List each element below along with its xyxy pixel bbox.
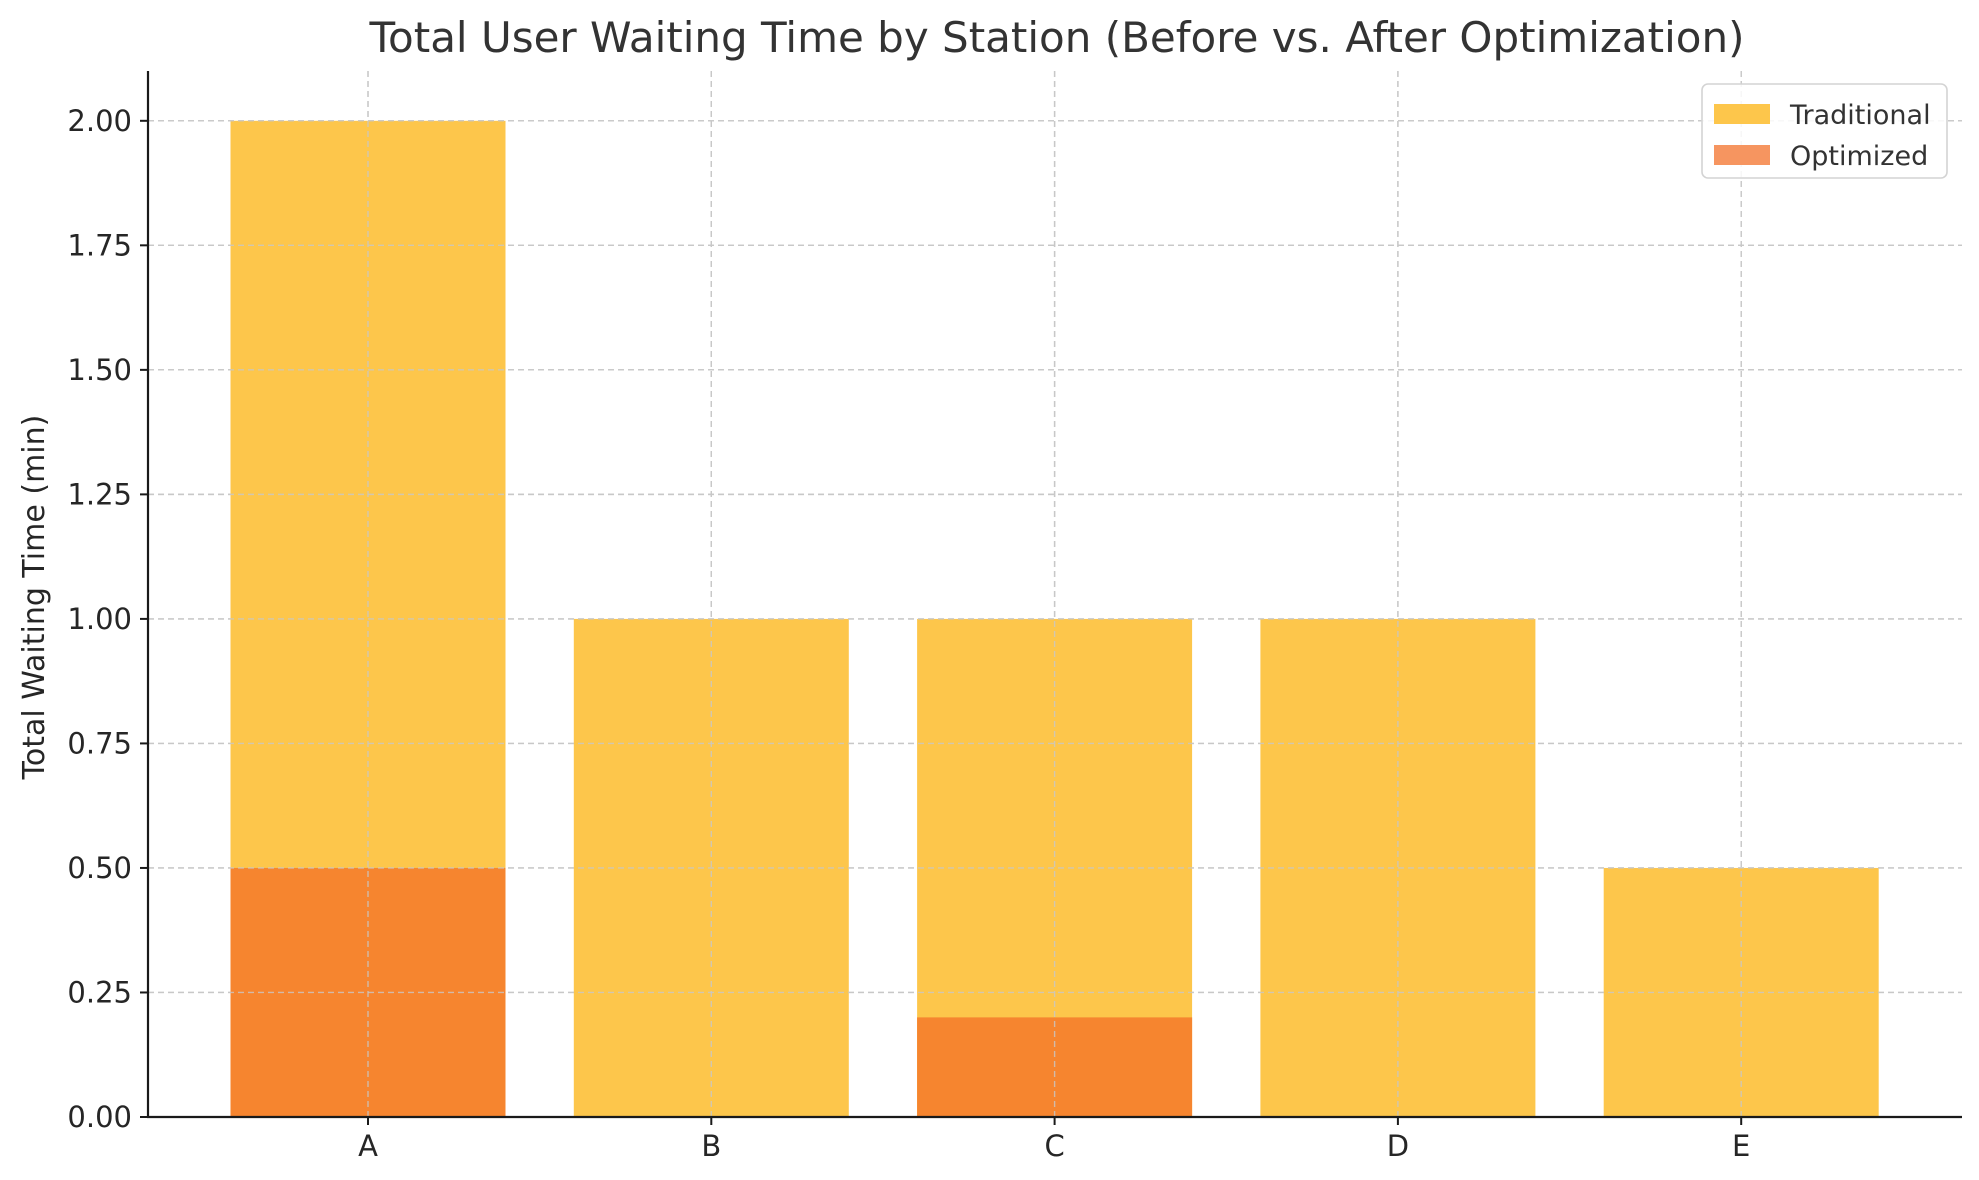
- y-tick-label: 1.75: [67, 228, 132, 262]
- y-tick-label: 0.50: [67, 851, 132, 885]
- chart-title: Total User Waiting Time by Station (Befo…: [369, 13, 1745, 62]
- x-tick-label: D: [1387, 1129, 1409, 1163]
- legend-swatch-optimized: [1714, 145, 1770, 165]
- y-tick-label: 0.75: [67, 726, 132, 760]
- grid-overlay: [148, 71, 1962, 1117]
- x-tick-label: B: [701, 1129, 721, 1163]
- x-tick-label: C: [1044, 1129, 1064, 1163]
- ticks: 0.00 0.25 0.50 0.75 1.00 1.25 1.50 1.75 2.00 A B C D…: [67, 104, 1750, 1163]
- y-tick-label: 1.25: [67, 477, 132, 511]
- bars: [148, 71, 1962, 1118]
- x-tick-label: A: [358, 1129, 378, 1163]
- y-tick-label: 1.50: [67, 353, 132, 387]
- legend-label-optimized: Optimized: [1790, 141, 1928, 172]
- y-tick-label: 0.25: [67, 975, 132, 1009]
- y-tick-label: 0.00: [67, 1100, 132, 1134]
- y-axis-title: Total Waiting Time (min): [17, 415, 52, 781]
- y-tick-label: 1.00: [67, 602, 132, 636]
- legend: Traditional Optimized: [1701, 83, 1948, 179]
- y-tick-label: 2.00: [67, 104, 132, 138]
- x-tick-label: E: [1732, 1129, 1750, 1163]
- legend-swatch-traditional: [1714, 104, 1770, 124]
- legend-label-traditional: Traditional: [1789, 100, 1931, 131]
